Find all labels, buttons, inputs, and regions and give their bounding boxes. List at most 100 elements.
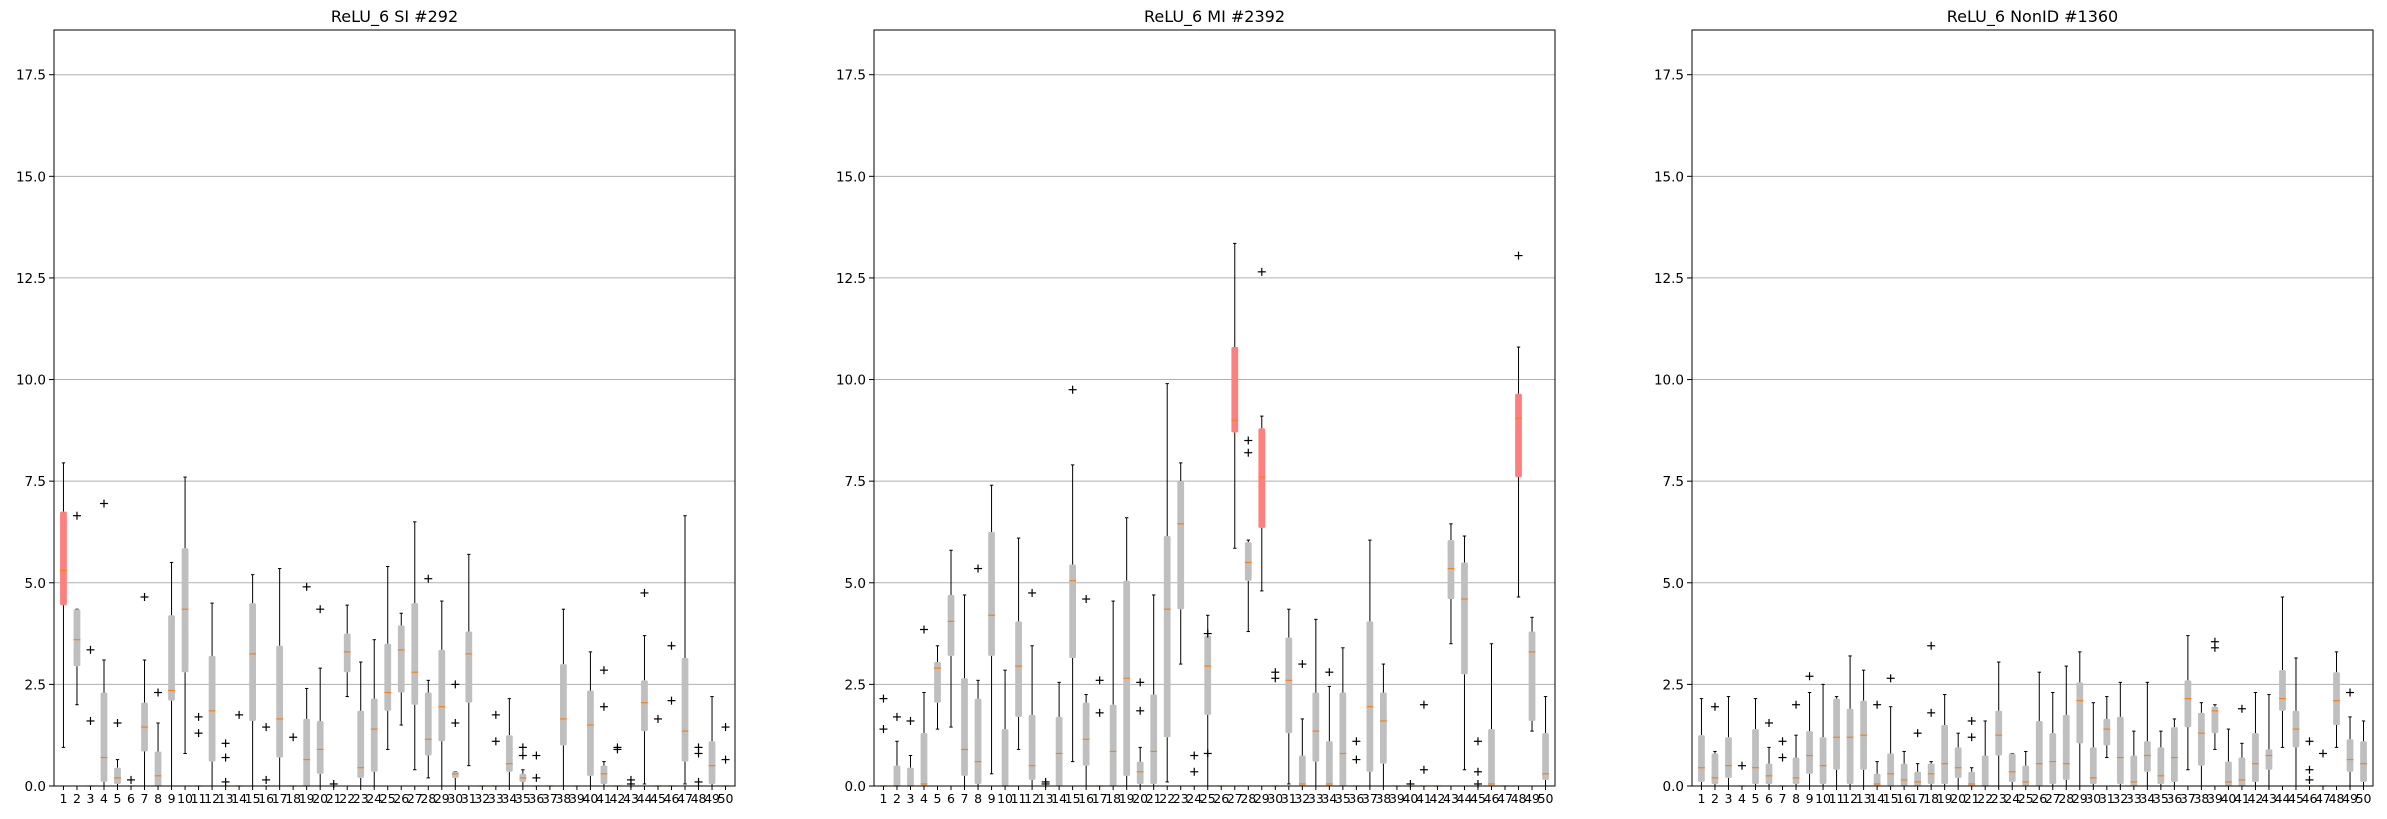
x-tick-label: 39 (569, 791, 585, 806)
x-tick-label: 21 (326, 791, 342, 806)
x-tick-label: 27 (2045, 791, 2061, 806)
box-19 (1941, 694, 1949, 787)
iqr-box (1231, 347, 1239, 433)
iqr-box (1366, 621, 1374, 772)
flier-marker (667, 641, 676, 650)
plot-area: 0.02.55.07.510.012.515.017.51 2 3 4 5 6 7 8 9 101… (836, 29, 1556, 806)
iqr-box (1285, 637, 1293, 734)
y-tick-label: 2.5 (25, 677, 46, 693)
x-tick-label: 44 (2275, 791, 2291, 806)
panel-title: ReLU_6 NonID #1360 (1947, 7, 2118, 27)
iqr-box (424, 692, 432, 756)
flier-marker (1244, 448, 1253, 457)
box-38 (2198, 702, 2205, 787)
y-tick-label: 2.5 (1663, 677, 1684, 693)
axes-frame (873, 29, 1556, 787)
iqr-box (2198, 712, 2205, 766)
box-9 (168, 561, 175, 787)
x-tick-label: 31 (461, 791, 477, 806)
x-tick-label: 15 (1065, 791, 1081, 806)
flier-marker (262, 775, 271, 784)
iqr-box (974, 698, 982, 784)
x-tick-label: 36 (1348, 791, 1364, 806)
box-37 (1366, 539, 1374, 787)
x-tick-label: 44 (637, 791, 653, 806)
iqr-box (2238, 757, 2246, 786)
iqr-box (100, 692, 108, 782)
y-tick-label: 15.0 (1654, 169, 1684, 185)
box-49 (2346, 688, 2355, 787)
iqr-box (2116, 716, 2124, 784)
box-19 (1123, 517, 1131, 787)
box-15 (1886, 674, 1895, 787)
x-tick-label: 49 (2342, 791, 2358, 806)
iqr-box (181, 548, 189, 673)
x-tick-label: 16 (1896, 791, 1912, 806)
box-44 (2279, 596, 2286, 748)
box-42 (2252, 692, 2259, 787)
x-tick-label: 34 (1321, 791, 1337, 806)
x-tick-label: 13 (218, 791, 234, 806)
x-tick-label: 23 (353, 791, 369, 806)
x-tick-label: 14 (1869, 791, 1885, 806)
flier-marker (262, 723, 271, 732)
iqr-box (1001, 729, 1009, 786)
iqr-box (1528, 631, 1536, 721)
x-tick-label: 38 (555, 791, 571, 806)
x-tick-label: 32 (474, 791, 490, 806)
x-tick-label: 21 (1964, 791, 1980, 806)
x-tick-label: 48 (2329, 791, 2345, 806)
flier-marker (1203, 629, 1212, 638)
box-25 (384, 566, 392, 750)
x-tick-label: 15 (245, 791, 261, 806)
x-tick-label: 39 (1389, 791, 1405, 806)
x-tick-label: 38 (2193, 791, 2209, 806)
flier-marker (879, 694, 888, 703)
box-27 (411, 521, 419, 771)
iqr-box (1177, 481, 1185, 610)
iqr-box (2062, 714, 2070, 780)
iqr-box (2157, 747, 2165, 784)
iqr-box (438, 649, 446, 742)
iqr-box (2076, 682, 2084, 744)
box-41 (2237, 704, 2246, 787)
box-14 (1055, 681, 1063, 787)
box-34 (505, 698, 513, 787)
box-6 (947, 549, 955, 728)
flier-marker (1514, 251, 1523, 260)
flier-marker (518, 751, 527, 760)
iqr-box (2333, 672, 2340, 726)
x-tick-label: 34 (501, 791, 517, 806)
x-tick-label: 12 (1842, 791, 1858, 806)
x-tick-label: 30 (447, 791, 463, 806)
flier-marker (1805, 672, 1814, 681)
x-tick-label: 29 (2072, 791, 2088, 806)
box-22 (1163, 383, 1171, 783)
box-31 (1285, 608, 1293, 785)
iqr-box (2346, 739, 2354, 772)
x-tick-label: 1 (1697, 791, 1705, 806)
x-tick-label: 24 (1186, 791, 1202, 806)
x-tick-label: 31 (1281, 791, 1297, 806)
iqr-box (114, 767, 121, 784)
x-tick-label: 43 (623, 791, 639, 806)
x-tick-label: 29 (1254, 791, 1270, 806)
x-tick-label: 3 (87, 791, 95, 806)
y-tick-label: 17.5 (1654, 68, 1684, 84)
iqr-box (1833, 698, 1840, 770)
flier-marker (1095, 708, 1104, 717)
flier-marker (424, 574, 433, 583)
iqr-box (2008, 753, 2016, 782)
x-tick-label: 17 (272, 791, 288, 806)
iqr-box (1325, 741, 1333, 786)
flier-marker (140, 593, 149, 601)
flier-marker (221, 753, 230, 762)
flier-marker (640, 588, 649, 597)
box-27 (1231, 242, 1239, 549)
flier-marker (1136, 678, 1145, 687)
iqr-box (154, 751, 162, 786)
flier-marker (1886, 674, 1895, 683)
x-tick-label: 46 (2302, 791, 2318, 806)
x-tick-label: 47 (1497, 791, 1513, 806)
